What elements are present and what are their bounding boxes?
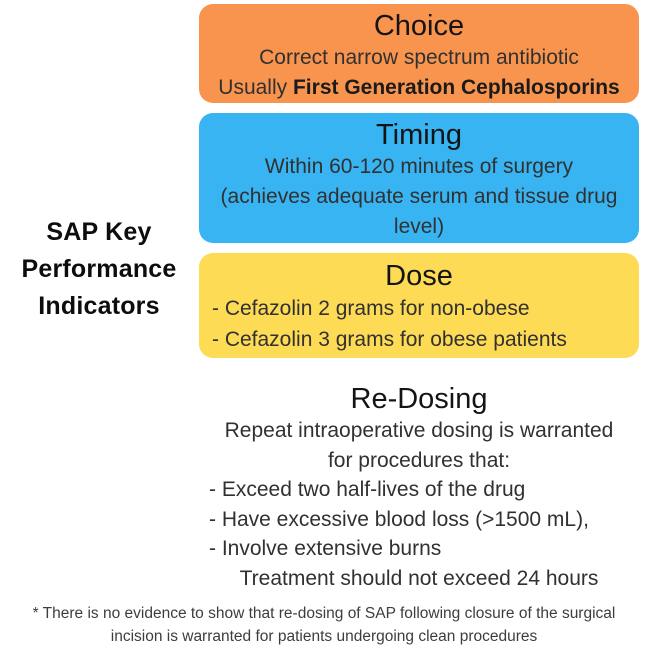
- card-redosing-intro-2: for procedures that:: [327, 448, 511, 472]
- card-timing-line-1: Within 60-120 minutes of surgery: [264, 155, 574, 178]
- card-redosing-outro: Treatment should not exceed 24 hours: [239, 566, 599, 590]
- card-choice-title: Choice: [373, 10, 465, 42]
- footnote-line-2: incision is warranted for patients under…: [110, 628, 538, 645]
- footnote: * There is no evidence to show that re-d…: [0, 602, 648, 648]
- card-choice: Choice Correct narrow spectrum antibioti…: [199, 4, 639, 103]
- card-redosing-bullet-3: - Involve extensive burns: [209, 537, 442, 560]
- card-timing-title: Timing: [376, 119, 462, 151]
- card-redosing-intro-1: Repeat intraoperative dosing is warrante…: [224, 419, 614, 442]
- card-choice-line-2-bold: First Generation Cephalosporins: [292, 76, 620, 99]
- card-redosing-bullet-1: - Exceed two half-lives of the drug: [209, 478, 526, 501]
- card-timing: Timing Within 60-120 minutes of surgery …: [199, 113, 639, 243]
- card-timing-line-2: (achieves adequate serum and tissue drug: [220, 185, 618, 208]
- card-dose-bullet-1: - Cefazolin 2 grams for non-obese: [212, 297, 530, 320]
- card-choice-line-1: Correct narrow spectrum antibiotic: [259, 46, 579, 69]
- card-dose: Dose - Cefazolin 2 grams for non-obese -…: [199, 253, 639, 358]
- card-timing-line-3: level): [393, 215, 445, 238]
- card-redosing: Re-Dosing Repeat intraoperative dosing i…: [199, 377, 639, 593]
- card-redosing-title: Re-Dosing: [350, 383, 488, 415]
- page-title-line: Performance: [21, 255, 177, 283]
- card-choice-line-2-normal: Usually: [218, 76, 288, 99]
- footnote-line-1: * There is no evidence to show that re-d…: [32, 605, 616, 622]
- page-title-line: SAP Key: [46, 218, 152, 246]
- page-title: SAP Key Performance Indicators: [0, 214, 198, 325]
- page-title-line: Indicators: [38, 292, 160, 320]
- card-choice-line-2: Usually First Generation Cephalosporins: [199, 73, 639, 103]
- card-dose-title: Dose: [385, 260, 453, 292]
- card-dose-bullet-2: - Cefazolin 3 grams for obese patients: [212, 328, 567, 351]
- card-redosing-bullet-2: - Have excessive blood loss (>1500 mL),: [209, 507, 589, 531]
